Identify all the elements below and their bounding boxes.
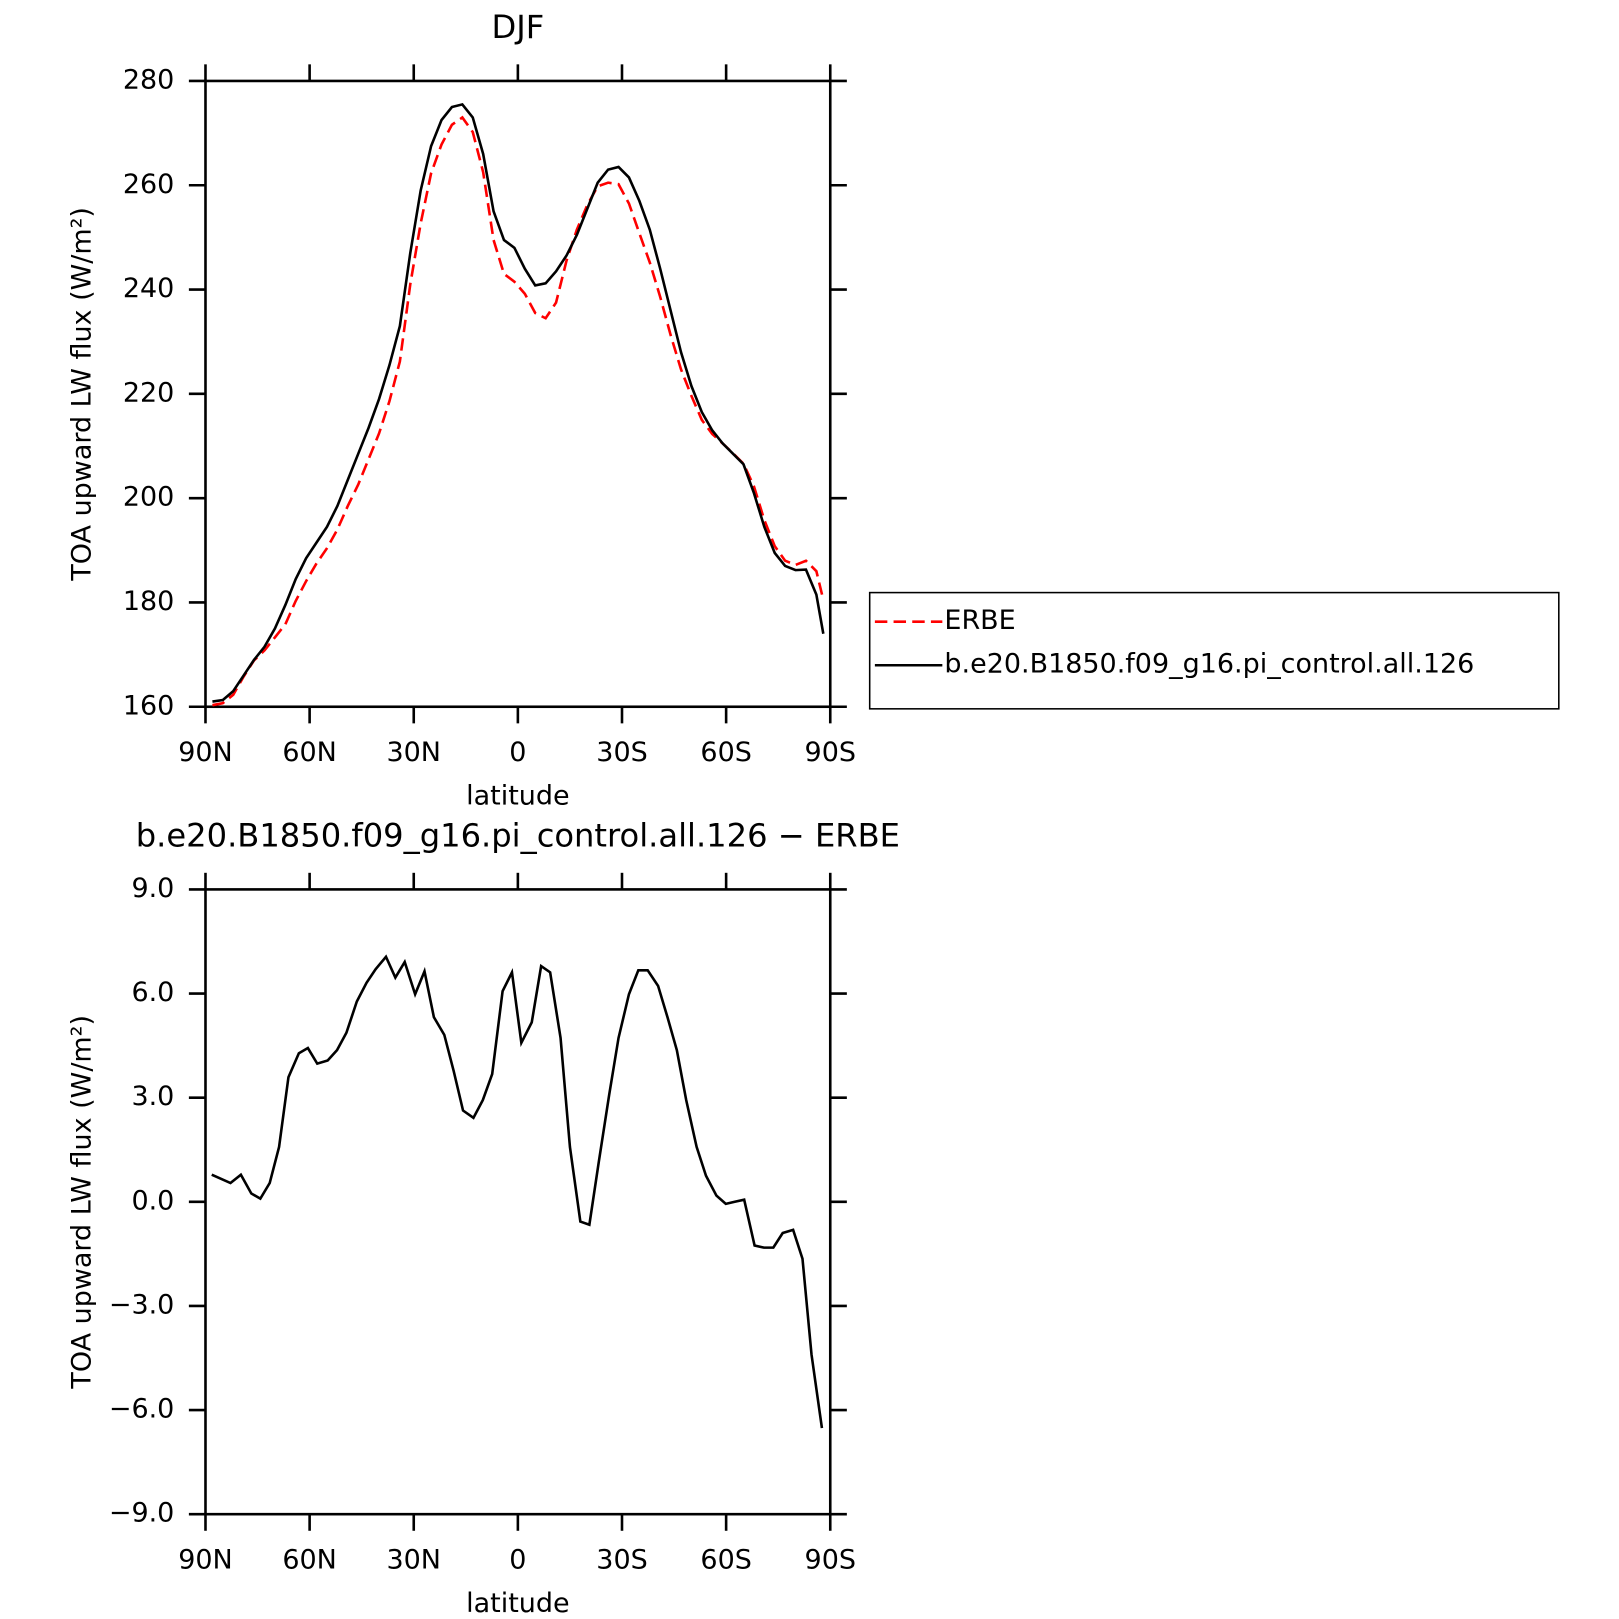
legend-box (868, 591, 1560, 710)
y-tick-label: 260 (123, 169, 174, 200)
data-line (212, 102, 825, 703)
x-axis-label: latitude (466, 1588, 569, 1619)
x-tick-label: 90N (178, 1544, 233, 1575)
y-tick-label: 240 (123, 273, 174, 304)
x-tick-label: 90N (178, 737, 233, 768)
x-tick-label: 60S (700, 1544, 751, 1575)
data-line (212, 115, 825, 707)
x-tick-label: 30S (596, 1544, 647, 1575)
chart-title: DJF (491, 8, 544, 46)
plot-frame (204, 888, 832, 1516)
y-tick-label: 280 (123, 64, 174, 95)
y-tick-label: −9.0 (109, 1498, 175, 1529)
y-tick-label: 0.0 (131, 1185, 174, 1216)
x-tick-label: 0 (509, 1544, 526, 1575)
y-tick-label: 200 (123, 482, 174, 513)
x-tick-label: 90S (805, 737, 856, 768)
x-tick-label: 30N (386, 737, 441, 768)
y-tick-label: 9.0 (131, 873, 174, 904)
x-tick-label: 60N (282, 737, 337, 768)
legend-label: ERBE (944, 605, 1015, 636)
y-tick-label: 180 (123, 586, 174, 617)
y-tick-label: 3.0 (131, 1081, 174, 1112)
legend-label: b.e20.B1850.f09_g16.pi_control.all.126 (944, 649, 1474, 680)
y-tick-label: 220 (123, 377, 174, 408)
x-tick-label: 60N (282, 1544, 337, 1575)
y-tick-label: 6.0 (131, 977, 174, 1008)
y-axis-label: TOA upward LW flux (W/m²) (67, 207, 98, 582)
x-tick-label: 30N (386, 1544, 441, 1575)
y-tick-label: −6.0 (109, 1394, 175, 1425)
y-axis-label: TOA upward LW flux (W/m²) (67, 1015, 98, 1390)
data-line (211, 954, 824, 1429)
chart-title: b.e20.B1850.f09_g16.pi_control.all.126 −… (136, 817, 900, 855)
x-tick-label: 30S (596, 737, 647, 768)
y-tick-label: 160 (123, 690, 174, 721)
x-tick-label: 60S (700, 737, 751, 768)
x-tick-label: 0 (509, 737, 526, 768)
x-axis-label: latitude (466, 781, 569, 812)
plot-frame (204, 79, 832, 709)
y-tick-label: −3.0 (109, 1289, 175, 1320)
x-tick-label: 90S (805, 1544, 856, 1575)
